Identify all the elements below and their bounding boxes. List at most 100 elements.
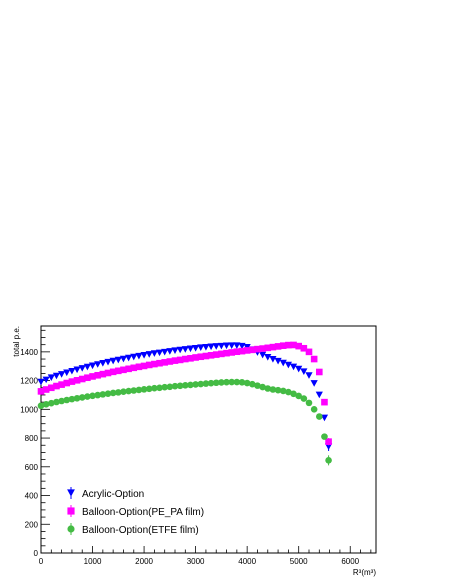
data-point [58,397,65,405]
data-point [176,382,184,390]
data-point [58,381,65,388]
data-point [192,381,199,388]
data-point [145,351,153,358]
data-point [48,399,55,407]
data-point [300,368,308,375]
data-point [145,385,153,393]
data-point [274,343,282,350]
y-tick-label: 0 [34,549,39,558]
data-point [114,356,122,364]
legend-label: Acrylic-Option [82,489,144,500]
data-point [156,384,163,392]
data-point [151,384,158,392]
data-point [42,386,50,393]
data-point [125,387,132,395]
data-point [63,379,71,387]
data-point [249,380,256,388]
data-point [88,362,97,370]
data-point [104,358,112,366]
data-point [254,345,261,353]
data-point [120,366,127,374]
data-point [182,355,189,363]
data-point [151,360,158,368]
data-point [187,355,194,362]
data-point [212,343,220,350]
data-point [186,345,195,353]
data-point [243,379,251,387]
data-point [161,348,169,356]
y-tick-label: 1400 [20,348,38,357]
data-point [202,343,210,351]
data-point [99,360,107,367]
data-point [104,390,112,397]
data-point [212,351,220,358]
data-point [320,414,329,422]
x-axis-title: R³(m³) [353,568,376,577]
series-2 [37,378,332,466]
x-tick-label: 6000 [341,557,359,566]
data-point [94,361,102,368]
data-point [78,365,86,372]
data-point [68,378,76,385]
y-tick-label: 1200 [20,377,38,386]
data-point [300,344,308,352]
data-point [109,389,117,397]
data-point [176,356,184,364]
data-point [83,363,91,371]
data-point [228,378,235,386]
data-point [135,386,143,394]
data-point [135,363,143,371]
data-point [171,357,179,364]
data-point [58,371,66,378]
legend-marker [67,489,75,497]
data-point [264,385,272,392]
data-point [290,390,297,398]
data-point [254,382,261,389]
y-tick-label: 1000 [20,405,38,414]
data-point [89,392,96,400]
data-point [125,365,132,373]
data-point [207,343,215,351]
axes: 0 1000 2000 3000 4000 5000 6000 0 200 400 600 800 10… [20,325,377,566]
data-point [259,351,267,359]
data-point [217,342,225,350]
legend-label: Balloon-Option(PE_PA film) [82,507,204,518]
data-point [125,354,133,362]
x-tick-label: 3000 [187,557,205,566]
data-point [321,433,328,440]
data-point [73,366,81,374]
data-point [187,381,194,389]
data-point [192,354,199,361]
data-point [269,343,277,351]
x-tick-label: 1000 [84,557,102,566]
data-point [207,379,215,387]
data-point [197,380,205,388]
data-point [99,370,107,378]
data-point [140,362,148,370]
data-point [295,392,302,400]
series-1 [37,341,332,446]
data-point [73,394,81,402]
data-point [315,391,323,399]
data-point [78,375,86,383]
data-point [197,344,205,351]
data-point [233,348,241,356]
data-point [222,342,231,350]
legend-marker [67,507,75,515]
data-point [84,393,91,400]
data-point [52,372,61,380]
data-point [243,347,251,354]
y-tick-label: 200 [25,520,39,529]
x-tick-label: 4000 [238,557,256,566]
data-point [259,345,266,352]
data-point [150,350,158,357]
data-point [182,382,189,389]
data-point [274,386,282,394]
data-point [305,372,313,379]
legend-label: Balloon-Option(ETFE film) [82,525,199,536]
y-tick-label: 400 [25,492,39,501]
legend: Acrylic-Option Balloon-Option(PE_PA film)… [67,487,204,536]
data-point [310,380,318,387]
data-point [166,383,174,391]
